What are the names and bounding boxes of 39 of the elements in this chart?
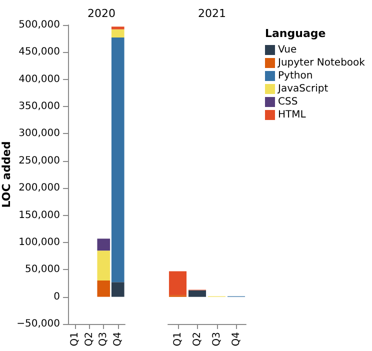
bar [97,250,110,281]
y-tick-label: 500,000 [18,20,60,30]
legend-label: Jupyter Notebook [277,58,366,68]
chart-title: 2020 [88,7,116,20]
x-tick-label: Q2 [192,332,203,346]
bar [111,282,124,297]
chart-title: 2021 [198,7,226,20]
y-tick-label: 200,000 [18,182,60,194]
y-tick-label: 150,000 [18,210,60,221]
legend-title: Language [265,27,326,40]
bar [97,280,110,297]
x-tick-label: Q4 [230,332,242,346]
bar [111,29,124,38]
x-tick-label: Q1 [172,332,184,346]
legend-label: CSS [278,96,298,108]
legend-label: Python [278,70,313,82]
bar [168,271,187,296]
x-tick-label: Q2 [84,332,95,346]
y-tick-label: 400,000 [18,74,60,85]
bar [111,26,124,30]
y-tick-label: 250,000 [18,155,60,166]
x-tick-label: Q3 [98,332,110,346]
y-tick-label: 450,000 [18,46,60,58]
y-tick-label: −50,000 [16,318,60,330]
x-tick-label: Q4 [112,332,124,346]
legend-label: JavaScript [277,84,328,94]
y-tick-label: 100,000 [18,236,60,248]
legend-label: HTML [278,110,306,120]
y-tick-label: 50,000 [25,264,60,276]
y-tick-label: 350,000 [18,101,60,112]
x-tick-label: Q1 [70,332,81,346]
legend-label: Vue [278,44,297,56]
y-tick-label: 0 [54,291,60,302]
bar [188,290,206,297]
bar [97,238,110,251]
x-tick-label: Q3 [211,332,222,346]
y-tick-label: 300,000 [18,128,60,140]
bar [111,38,124,282]
y-axis-title: LOC added [0,141,13,208]
